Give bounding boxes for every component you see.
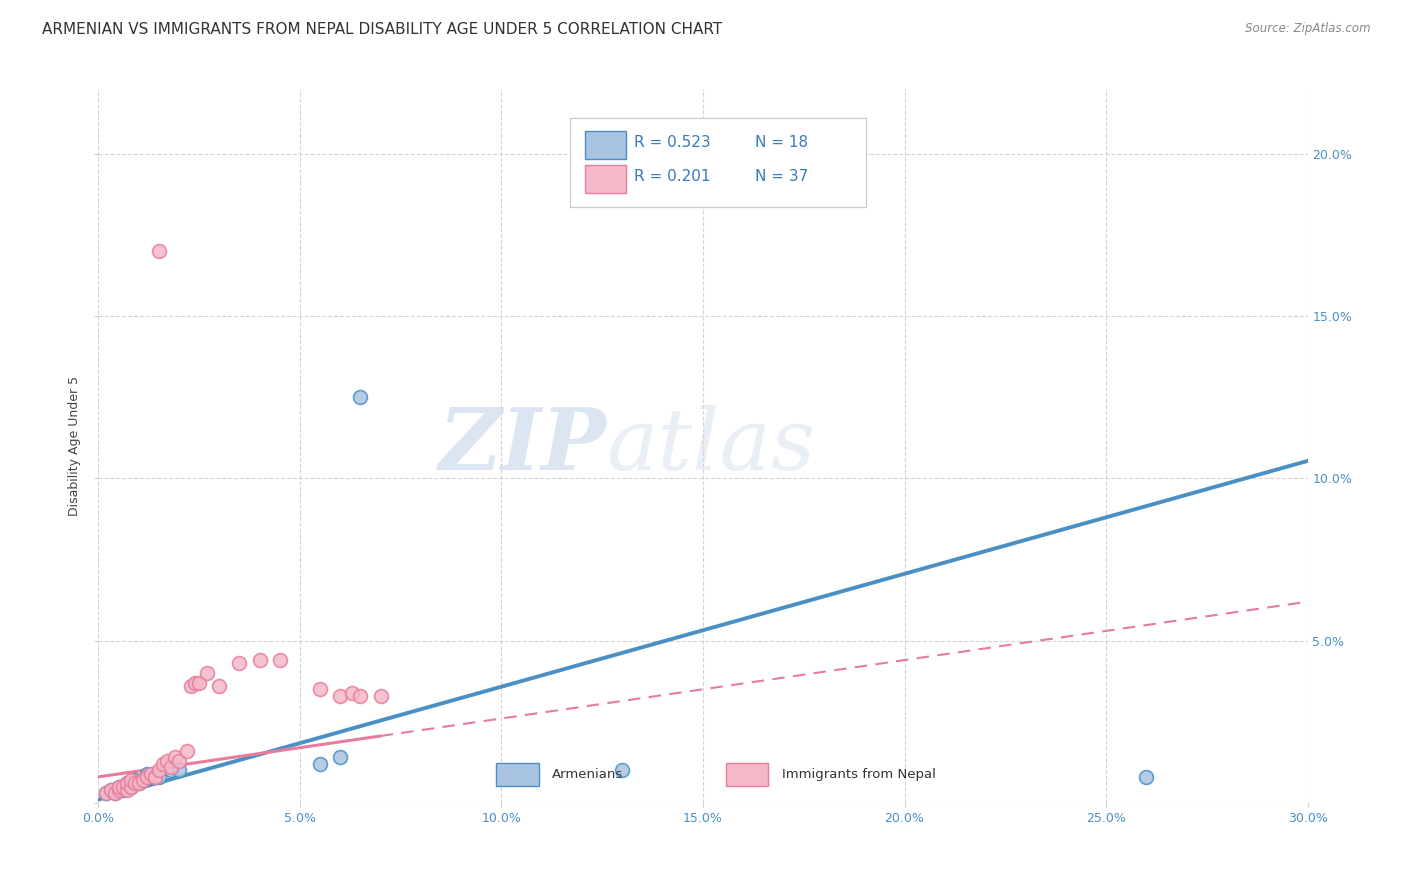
Text: N = 18: N = 18	[755, 136, 808, 150]
Point	[103, 786, 125, 800]
Point	[349, 390, 371, 404]
Point	[120, 780, 142, 794]
Point	[249, 653, 271, 667]
Point	[184, 675, 207, 690]
Point	[195, 666, 218, 681]
Point	[111, 782, 134, 797]
Point	[143, 770, 166, 784]
Point	[128, 776, 150, 790]
Point	[103, 786, 125, 800]
Point	[96, 786, 118, 800]
Point	[163, 750, 186, 764]
FancyBboxPatch shape	[585, 130, 626, 159]
Text: Source: ZipAtlas.com: Source: ZipAtlas.com	[1246, 22, 1371, 36]
Text: ZIP: ZIP	[439, 404, 606, 488]
Point	[100, 782, 122, 797]
Point	[100, 782, 122, 797]
Point	[612, 764, 634, 778]
Point	[167, 754, 190, 768]
Text: Armenians: Armenians	[553, 768, 623, 780]
Point	[156, 754, 179, 768]
Point	[160, 764, 183, 778]
Point	[124, 773, 146, 788]
Text: atlas: atlas	[606, 405, 815, 487]
Point	[107, 782, 129, 797]
Point	[115, 776, 138, 790]
Y-axis label: Disability Age Under 5: Disability Age Under 5	[67, 376, 82, 516]
Point	[148, 764, 170, 778]
FancyBboxPatch shape	[725, 763, 768, 786]
Point	[370, 689, 392, 703]
Point	[160, 760, 183, 774]
Point	[96, 786, 118, 800]
Text: R = 0.523: R = 0.523	[634, 136, 710, 150]
Point	[135, 766, 157, 780]
Point	[128, 776, 150, 790]
Point	[107, 780, 129, 794]
Point	[148, 244, 170, 259]
Point	[228, 657, 250, 671]
Point	[342, 685, 364, 699]
Text: R = 0.201: R = 0.201	[634, 169, 710, 184]
Point	[111, 780, 134, 794]
Text: ARMENIAN VS IMMIGRANTS FROM NEPAL DISABILITY AGE UNDER 5 CORRELATION CHART: ARMENIAN VS IMMIGRANTS FROM NEPAL DISABI…	[42, 22, 723, 37]
Point	[107, 780, 129, 794]
Point	[188, 675, 211, 690]
Point	[309, 682, 332, 697]
Point	[124, 776, 146, 790]
FancyBboxPatch shape	[496, 763, 538, 786]
Point	[180, 679, 202, 693]
Point	[152, 756, 174, 771]
Point	[309, 756, 332, 771]
Point	[269, 653, 291, 667]
Point	[135, 770, 157, 784]
Text: N = 37: N = 37	[755, 169, 808, 184]
FancyBboxPatch shape	[585, 165, 626, 194]
Point	[329, 750, 352, 764]
Text: Immigrants from Nepal: Immigrants from Nepal	[782, 768, 935, 780]
Point	[120, 780, 142, 794]
FancyBboxPatch shape	[569, 118, 866, 207]
Point	[349, 689, 371, 703]
Point	[176, 744, 198, 758]
Point	[115, 776, 138, 790]
Point	[1135, 770, 1157, 784]
Point	[329, 689, 352, 703]
Point	[120, 773, 142, 788]
Point	[167, 764, 190, 778]
Point	[148, 770, 170, 784]
Point	[208, 679, 231, 693]
Point	[132, 773, 155, 788]
Point	[115, 782, 138, 797]
Point	[139, 766, 162, 780]
